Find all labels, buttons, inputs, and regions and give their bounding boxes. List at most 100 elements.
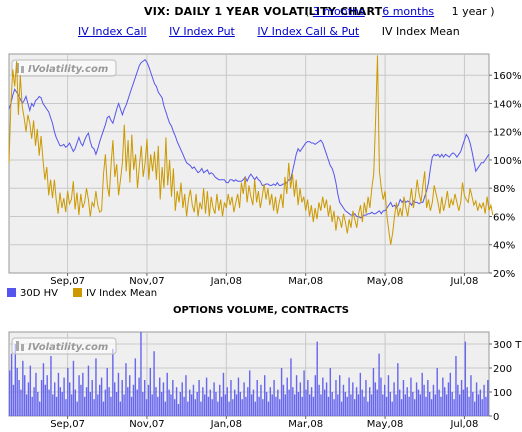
y-tick-label: 120% bbox=[493, 128, 522, 139]
volume-bar bbox=[352, 382, 354, 416]
logo-text: IVolatility.com bbox=[28, 64, 108, 75]
volume-bar bbox=[438, 389, 440, 416]
volume-bar bbox=[324, 389, 326, 416]
logo-mark bbox=[21, 66, 24, 73]
logo-mark bbox=[16, 341, 19, 351]
volume-bar bbox=[449, 372, 452, 416]
volume-bar bbox=[299, 382, 302, 416]
volume-bar bbox=[211, 399, 213, 416]
volume-bar bbox=[479, 389, 482, 416]
volume-bar bbox=[147, 384, 150, 416]
volume-bar bbox=[280, 368, 283, 416]
volume-bar bbox=[468, 396, 470, 416]
volume-bar bbox=[57, 372, 60, 416]
volume-bar bbox=[29, 365, 32, 416]
ivolatility-logo: IVolatility.com bbox=[11, 59, 117, 77]
volume-bar bbox=[140, 332, 142, 416]
volume-bar bbox=[292, 387, 294, 416]
volume-bar bbox=[174, 399, 176, 416]
volume-bar bbox=[393, 382, 395, 416]
volume-bar bbox=[177, 404, 180, 416]
volume-bar bbox=[14, 344, 17, 416]
volume-bar bbox=[265, 392, 268, 416]
volume-bar bbox=[397, 363, 399, 416]
iv-index-put-link[interactable]: IV Index Put bbox=[169, 25, 235, 38]
volume-bar bbox=[337, 394, 339, 416]
volume-bar bbox=[170, 394, 172, 416]
volume-bar bbox=[138, 377, 140, 416]
volume-bar bbox=[464, 341, 467, 416]
volume-bar bbox=[297, 392, 300, 416]
volume-bar bbox=[417, 389, 420, 416]
logo-frame bbox=[11, 337, 117, 355]
volume-bar bbox=[159, 377, 161, 416]
volume-bar bbox=[115, 392, 118, 416]
volume-bar bbox=[108, 387, 110, 416]
legend-label-hv: 30D HV bbox=[20, 288, 58, 299]
volume-bar bbox=[273, 380, 275, 416]
volume-bar bbox=[354, 399, 356, 416]
volume-bar bbox=[204, 394, 206, 416]
volume-bar bbox=[284, 394, 287, 416]
volume-bar bbox=[453, 399, 455, 416]
volume-bar bbox=[213, 382, 215, 416]
volume-bar bbox=[260, 384, 262, 416]
volume-bar bbox=[384, 384, 386, 416]
volume-bar bbox=[209, 389, 212, 416]
volume-bar bbox=[432, 384, 435, 416]
volume-bar bbox=[117, 372, 120, 416]
volume-bar bbox=[63, 377, 65, 416]
volume-bar bbox=[130, 396, 133, 416]
range-1-year-current: 1 year bbox=[451, 5, 487, 18]
range-3-months-link[interactable]: 3 months bbox=[312, 5, 365, 18]
volume-chart: IVolatility.com 0 100 200 300 T Sep,07 Nov,07 J… bbox=[8, 331, 522, 430]
volume-bar bbox=[119, 401, 122, 416]
volume-bar bbox=[447, 382, 450, 416]
volume-bar bbox=[367, 401, 369, 416]
volume-bar bbox=[10, 353, 13, 416]
volume-bar bbox=[52, 394, 54, 416]
volume-bar bbox=[481, 399, 483, 416]
volume-bar bbox=[303, 370, 305, 416]
logo-text: IVolatility.com bbox=[28, 342, 108, 353]
volume-bar bbox=[406, 387, 408, 416]
volume-bar bbox=[305, 389, 307, 416]
volume-bar bbox=[344, 392, 347, 416]
volume-bar bbox=[247, 387, 249, 416]
volume-bar bbox=[370, 394, 373, 416]
iv-index-call-put-link[interactable]: IV Index Call & Put bbox=[257, 25, 360, 38]
plot-area bbox=[8, 53, 490, 274]
volume-bar bbox=[100, 377, 103, 416]
iv-index-mean-current: IV Index Mean bbox=[381, 25, 460, 38]
volume-bar bbox=[33, 387, 35, 416]
volume-bar bbox=[415, 382, 418, 416]
volume-chart-title: OPTIONS VOLUME, CONTRACTS bbox=[172, 305, 350, 316]
range-6-months-link[interactable]: 6 months bbox=[382, 5, 435, 18]
volume-bar bbox=[436, 368, 438, 416]
volume-bar bbox=[40, 380, 43, 416]
volume-bar bbox=[155, 387, 157, 416]
volume-bar bbox=[125, 363, 127, 416]
open-paren: ( bbox=[305, 5, 310, 18]
volume-bars bbox=[9, 332, 489, 416]
volume-bar bbox=[275, 396, 277, 416]
y-tick-label: 20% bbox=[493, 269, 515, 280]
volume-bar bbox=[55, 396, 58, 416]
volume-bar bbox=[123, 394, 125, 416]
volume-bar bbox=[230, 380, 232, 416]
volume-bar bbox=[142, 392, 144, 416]
chart-title: VIX: DAILY 1 YEAR VOLATILITY CHART bbox=[144, 5, 383, 18]
volume-bar bbox=[61, 392, 63, 416]
volume-bar bbox=[427, 380, 429, 416]
volume-bar bbox=[391, 401, 393, 416]
volume-bar bbox=[183, 396, 185, 416]
volume-bar bbox=[164, 401, 167, 416]
volume-bar bbox=[162, 382, 165, 416]
logo-mark bbox=[21, 344, 24, 351]
grid bbox=[9, 54, 489, 273]
volume-bar bbox=[378, 353, 380, 416]
volume-bar bbox=[224, 394, 227, 416]
volume-bar bbox=[472, 392, 474, 416]
iv-index-call-link[interactable]: IV Index Call bbox=[78, 25, 147, 38]
x-tick-label: Jul,08 bbox=[449, 419, 478, 430]
